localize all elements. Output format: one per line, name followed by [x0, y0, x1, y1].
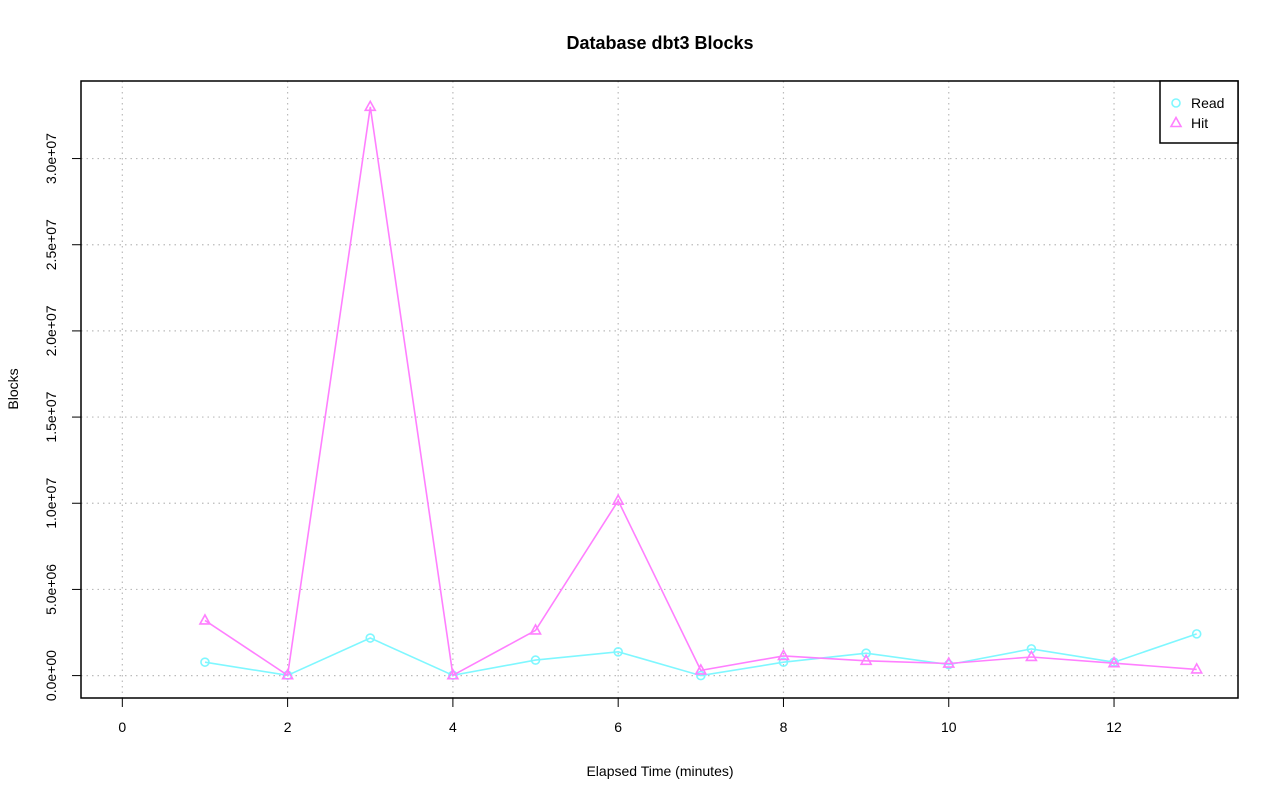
data-point-hit	[1107, 656, 1121, 668]
data-point-hit	[1025, 649, 1038, 662]
y-tick-label: 0.0e+00	[43, 650, 59, 701]
y-tick-label: 2.5e+07	[43, 219, 59, 270]
data-point-read	[778, 657, 789, 667]
y-axis-label: Blocks	[5, 368, 21, 409]
y-tick-label: 1.0e+07	[43, 478, 59, 529]
y-axis: 0.0e+00 5.0e+06 1.0e+07 1.5e+07 2.0e+07 2.5e+…	[43, 133, 81, 701]
series-line-hit	[204, 106, 1197, 677]
y-tick-label: 2.0e+07	[43, 305, 59, 356]
data-point-hit	[694, 663, 708, 675]
data-point-hit	[859, 653, 873, 666]
legend-box	[1159, 80, 1239, 144]
grid	[81, 81, 1238, 698]
x-tick-label: 4	[449, 719, 457, 735]
legend-label-read: Read	[1191, 95, 1224, 111]
data-point-read	[365, 633, 376, 643]
data-point-hit	[611, 493, 625, 505]
data-point-hit	[1190, 662, 1204, 674]
series-line-read	[204, 633, 1197, 677]
x-tick-label: 6	[614, 719, 622, 735]
y-tick-label: 5.0e+06	[43, 564, 59, 615]
data-point-hit	[363, 99, 377, 112]
data-point-hit	[942, 656, 956, 668]
x-tick-label: 2	[284, 719, 292, 735]
data-point-read	[1191, 629, 1202, 639]
data-point-read	[861, 648, 871, 658]
data-point-read	[530, 655, 541, 665]
x-axis-label: Elapsed Time (minutes)	[586, 763, 733, 779]
series-layer	[198, 99, 1204, 681]
legend-circle-icon	[1171, 98, 1181, 108]
x-tick-label: 8	[780, 719, 788, 735]
data-point-hit	[281, 668, 294, 680]
x-tick-label: 10	[941, 719, 957, 735]
data-point-hit	[529, 623, 542, 635]
legend-triangle-icon	[1169, 115, 1183, 128]
data-point-hit	[446, 668, 460, 680]
data-point-read	[200, 657, 210, 667]
y-tick-label: 3.0e+07	[43, 133, 59, 184]
x-axis: 0 2 4 6 8 10 12	[118, 697, 1122, 735]
chart-title: Database dbt3 Blocks	[566, 33, 753, 53]
legend: Read Hit	[1159, 80, 1239, 144]
data-point-hit	[777, 648, 790, 661]
x-tick-label: 0	[118, 719, 126, 735]
plot-frame	[80, 80, 1239, 699]
x-tick-label: 12	[1106, 719, 1122, 735]
data-point-read	[696, 670, 706, 681]
data-point-read	[613, 647, 623, 657]
y-tick-label: 1.5e+07	[43, 391, 59, 442]
legend-label-hit: Hit	[1191, 115, 1208, 131]
data-point-hit	[198, 613, 212, 625]
